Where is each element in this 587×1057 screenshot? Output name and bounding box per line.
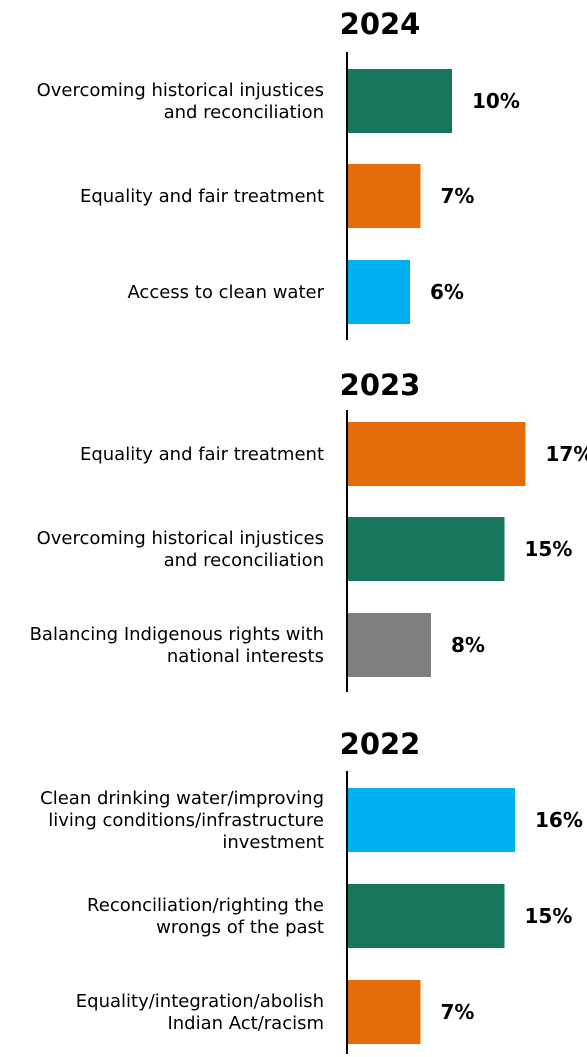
category-label: Balancing Indigenous rights with national… (30, 624, 324, 667)
bar (347, 260, 410, 324)
category-label: Reconciliation/righting the wrongs of the… (87, 895, 324, 938)
category-label: Access to clean water (127, 282, 324, 303)
chart-title-2024: 2024 (340, 7, 421, 41)
bar (347, 422, 526, 486)
category-label: Overcoming historical injustices and reco… (37, 80, 324, 123)
data-label: 15% (525, 537, 573, 561)
bar (347, 517, 505, 581)
bar (347, 164, 421, 228)
bar (347, 69, 452, 133)
category-label: Overcoming historical injustices and reco… (37, 528, 324, 571)
bar (347, 613, 431, 677)
data-label: 7% (441, 184, 475, 208)
chart-title-2023: 2023 (340, 368, 421, 402)
data-label: 8% (451, 633, 485, 657)
data-label: 17% (546, 442, 587, 466)
data-label: 15% (525, 904, 573, 928)
data-label: 10% (472, 89, 520, 113)
bar (347, 980, 421, 1044)
bar (347, 788, 515, 852)
category-label: Equality and fair treatment (80, 186, 324, 207)
bar (347, 884, 505, 948)
data-label: 7% (441, 1000, 475, 1024)
data-label: 6% (430, 280, 464, 304)
category-label: Equality and fair treatment (80, 444, 324, 465)
data-label: 16% (535, 808, 583, 832)
category-label: Clean drinking water/improving living con… (40, 788, 324, 853)
chart-title-2022: 2022 (340, 727, 421, 761)
category-label: Equality/integration/abolish Indian Act/r… (76, 991, 324, 1034)
